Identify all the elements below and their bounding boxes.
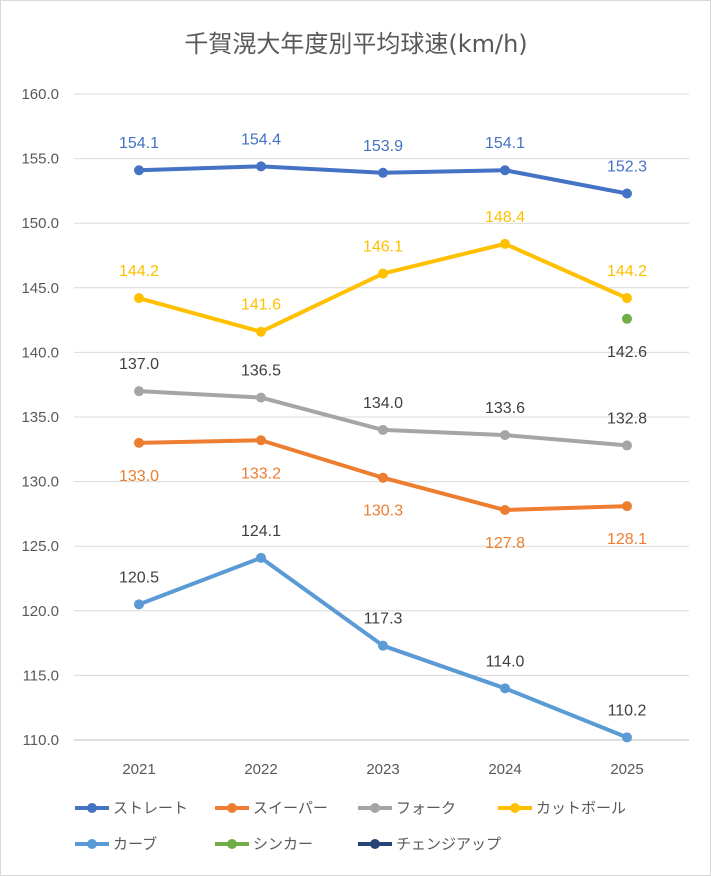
data-label: 134.0 bbox=[363, 395, 403, 412]
data-point bbox=[134, 386, 144, 397]
y-tick-label: 140.0 bbox=[21, 344, 59, 361]
data-label: 128.1 bbox=[607, 531, 647, 548]
data-point bbox=[134, 437, 144, 448]
data-label: 137.0 bbox=[119, 356, 159, 373]
chart-title: 千賀滉大年度別平均球速(km/h) bbox=[184, 30, 527, 58]
y-tick-label: 120.0 bbox=[21, 603, 59, 620]
data-point bbox=[378, 640, 388, 651]
legend-marker bbox=[370, 803, 380, 813]
data-label: 154.1 bbox=[485, 135, 525, 152]
x-tick-label: 2022 bbox=[244, 761, 277, 778]
data-point bbox=[622, 313, 632, 324]
data-label: 124.1 bbox=[241, 523, 281, 540]
legend-marker bbox=[87, 839, 97, 849]
legend-marker bbox=[227, 803, 237, 813]
data-point bbox=[256, 435, 266, 446]
legend-label: フォーク bbox=[396, 799, 456, 817]
data-label: 146.1 bbox=[363, 239, 403, 256]
data-label: 133.6 bbox=[485, 400, 525, 417]
legend-label: カーブ bbox=[113, 835, 157, 853]
legend-label: チェンジアップ bbox=[396, 835, 501, 853]
data-label: 148.4 bbox=[485, 209, 525, 226]
data-point bbox=[500, 683, 510, 694]
y-tick-label: 135.0 bbox=[21, 409, 59, 426]
y-tick-label: 145.0 bbox=[21, 280, 59, 297]
data-point bbox=[256, 552, 266, 563]
y-tick-label: 125.0 bbox=[21, 538, 59, 555]
data-point bbox=[622, 501, 632, 512]
y-tick-label: 110.0 bbox=[23, 732, 59, 749]
x-axis-tick-labels: 2021 2022 2023 2024 2025 bbox=[122, 761, 643, 778]
y-axis-tick-labels: 110.0 115.0 120.0 125.0 130.0 135.0 140.0 145.0… bbox=[21, 86, 59, 749]
data-point bbox=[256, 392, 266, 403]
data-point bbox=[622, 732, 632, 743]
legend-marker bbox=[370, 839, 380, 849]
data-point bbox=[622, 293, 632, 304]
data-label: 136.5 bbox=[241, 363, 281, 380]
data-labels: 154.1 154.4 153.9 154.1 152.3 133.0 133.2 130.3… bbox=[119, 131, 647, 719]
data-label: 152.3 bbox=[607, 158, 647, 175]
data-label: 153.9 bbox=[363, 138, 403, 155]
y-tick-label: 150.0 bbox=[21, 215, 59, 232]
legend-label: ストレート bbox=[113, 799, 188, 817]
data-point bbox=[378, 167, 388, 178]
data-label: 132.8 bbox=[607, 410, 647, 427]
data-point bbox=[256, 161, 266, 172]
data-label: 114.0 bbox=[486, 653, 525, 670]
data-label: 133.2 bbox=[241, 465, 281, 482]
data-point bbox=[134, 599, 144, 610]
y-tick-label: 160.0 bbox=[21, 86, 59, 103]
legend-label: スイーパー bbox=[253, 799, 328, 817]
data-label: 154.1 bbox=[119, 135, 159, 152]
y-tick-label: 130.0 bbox=[21, 474, 59, 491]
data-label: 130.3 bbox=[363, 503, 403, 520]
data-label: 142.6 bbox=[607, 344, 647, 361]
data-label: 133.0 bbox=[119, 468, 159, 485]
data-point bbox=[378, 268, 388, 279]
data-label: 141.6 bbox=[241, 297, 281, 314]
data-point bbox=[256, 326, 266, 337]
data-label: 144.2 bbox=[119, 263, 159, 280]
legend-marker bbox=[510, 803, 520, 813]
y-tick-label: 115.0 bbox=[23, 667, 59, 684]
series-group bbox=[134, 161, 632, 743]
data-label: 120.5 bbox=[119, 569, 159, 586]
y-tick-label: 155.0 bbox=[21, 151, 59, 168]
data-label: 154.4 bbox=[241, 131, 281, 148]
data-point bbox=[500, 165, 510, 176]
data-point bbox=[500, 505, 510, 516]
legend-marker bbox=[227, 839, 237, 849]
x-tick-label: 2024 bbox=[488, 761, 521, 778]
data-point bbox=[134, 293, 144, 304]
data-label: 144.2 bbox=[607, 263, 647, 280]
x-tick-label: 2023 bbox=[366, 761, 399, 778]
legend-label: カットボール bbox=[536, 799, 626, 817]
data-point bbox=[500, 238, 510, 249]
data-label: 110.2 bbox=[608, 702, 647, 719]
x-tick-label: 2025 bbox=[610, 761, 643, 778]
data-point bbox=[378, 472, 388, 483]
data-label: 127.8 bbox=[485, 535, 525, 552]
data-label: 117.3 bbox=[364, 611, 403, 628]
data-point bbox=[134, 165, 144, 176]
data-point bbox=[378, 424, 388, 435]
data-point bbox=[622, 188, 632, 199]
data-point bbox=[500, 430, 510, 441]
legend-marker bbox=[87, 803, 97, 813]
data-point bbox=[622, 440, 632, 451]
legend-label: シンカー bbox=[253, 835, 313, 853]
x-tick-label: 2021 bbox=[122, 761, 155, 778]
